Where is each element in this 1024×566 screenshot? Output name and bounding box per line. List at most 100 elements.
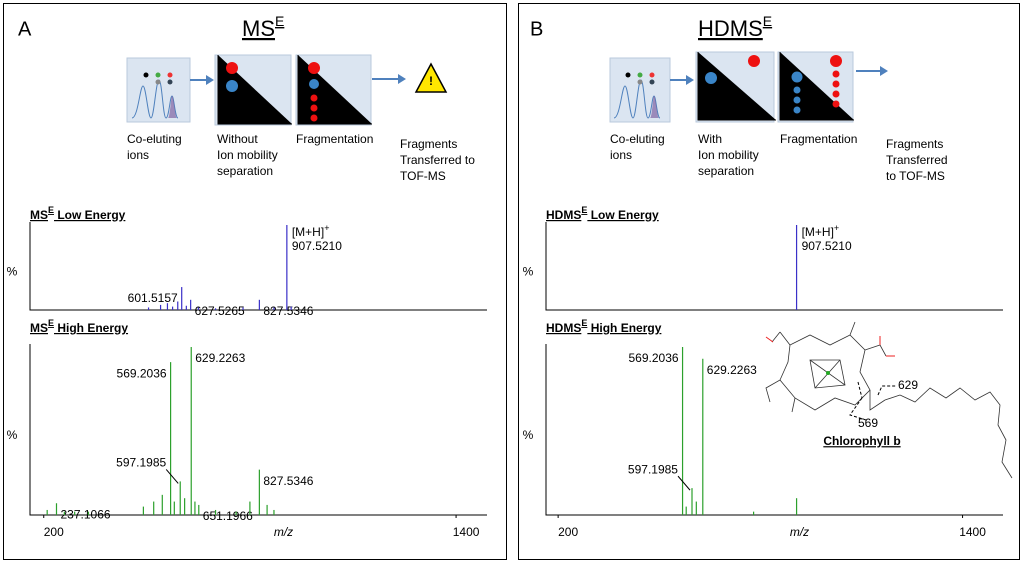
peak-label: 827.5346 [263,304,313,318]
leader-line [165,469,179,484]
peak [273,509,275,515]
label-sup: + [324,223,329,233]
step-caption: Transferred to [400,153,475,167]
peak [795,498,798,515]
peak [685,506,687,515]
peak [286,225,288,310]
heading-sup: E [275,13,284,29]
peak [190,299,192,310]
cleavage-label: 569 [858,416,878,430]
panel-frame [3,3,507,560]
peak [55,503,58,515]
title-base: HDMS [546,208,581,222]
peak [214,509,217,515]
peak-label: 651.1966 [203,509,253,523]
peak [258,299,260,310]
step-caption: Fragments [886,137,943,151]
panel-heading: HDMSE [698,13,772,41]
x-tick-label: 1400 [453,525,480,539]
peak [258,469,260,515]
step-caption: Fragments [400,137,457,151]
axis-line [545,222,1003,311]
peak [753,511,755,515]
peak-label: 597.1985 [628,462,678,476]
peak [691,488,693,515]
chart-title: HDMSE High Energy [546,318,662,335]
x-axis-label: m/z [790,525,809,539]
peak-label: 597.1985 [116,456,166,470]
title-base: HDMS [546,321,581,335]
peak [190,347,192,515]
peak-label: 569.2036 [117,366,167,380]
peak [147,307,150,310]
title-rest: Low Energy [54,208,126,222]
title-base: MS [30,208,48,222]
peak-label: 629.2263 [195,351,245,365]
axis-line [29,344,487,516]
peak-label: 827.5346 [263,474,313,488]
peak-label: [M+H]+ [802,223,840,239]
peak [795,225,798,310]
peak [170,362,172,515]
title-sup: E [581,205,587,215]
panel-heading: MSE [242,13,284,41]
step-caption: ions [127,148,149,162]
step-caption: Co-eluting [610,132,665,146]
title-sup: E [48,205,54,215]
peak [171,306,174,310]
peak-label: 601.5157 [128,291,178,305]
step-caption: separation [217,164,273,178]
peak [185,305,187,310]
peak-label: 907.5210 [802,239,852,253]
schematic: ! [126,54,448,126]
peak [87,511,90,515]
peak [173,501,175,515]
schematic [609,51,888,123]
peak [184,498,186,515]
peak [74,511,76,515]
molecule [765,321,1013,479]
cleavage-label: 629 [898,378,918,392]
x-tick-label: 1400 [959,525,986,539]
title-sup: E [581,318,587,328]
peak [273,307,275,310]
peak [198,504,200,515]
peak [266,504,268,515]
peak-label: 627.5265 [195,304,245,318]
structure-name: Chlorophyll b [823,434,900,448]
chart-title: MSE High Energy [30,318,128,335]
peak [179,481,181,515]
panel-letter: A [18,18,32,40]
heading-base: MS [242,16,275,41]
y-axis-label: % [523,428,534,442]
label-line: [M+H] [802,225,834,239]
step-caption: TOF-MS [400,169,446,183]
peak-label: 237.1066 [60,507,110,521]
peak [197,307,199,310]
step-caption: Transferred [886,153,948,167]
step-caption: With [698,132,722,146]
peak [214,308,217,310]
title-rest: Low Energy [587,208,659,222]
peak [177,301,179,310]
peak [242,307,244,310]
peak [235,511,237,515]
panel-frame [518,3,1020,560]
chart-title: MSE Low Energy [30,205,126,222]
peak [166,303,169,310]
step-caption: Fragmentation [780,132,857,146]
axis-line [29,222,487,311]
x-tick-label: 200 [44,525,64,539]
step-caption: Co-eluting [127,132,182,146]
peak [46,509,48,515]
peak-label: 907.5210 [292,239,342,253]
peak [194,501,196,515]
chart-title: HDMSE Low Energy [546,205,659,222]
step-caption: Fragmentation [296,132,373,146]
peak-label: [M+H]+ [292,223,330,239]
peak [142,506,144,515]
title-rest: High Energy [54,321,128,335]
title-rest: High Energy [587,321,661,335]
heading-sup: E [763,13,772,29]
